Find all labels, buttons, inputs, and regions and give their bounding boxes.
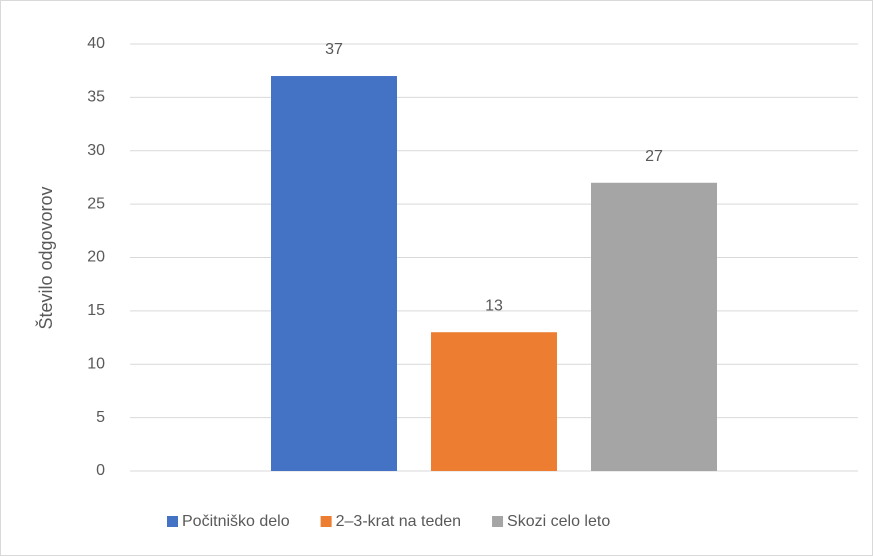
y-axis-label: Število odgovorov [35,186,56,329]
bar [271,76,397,472]
y-tick-label: 5 [96,409,105,426]
y-tick-label: 35 [87,89,105,106]
y-tick-label: 0 [96,462,105,479]
data-label: 37 [325,41,343,58]
y-tick-label: 25 [87,195,105,212]
y-tick-label: 30 [87,142,105,159]
y-tick-label: 40 [87,35,105,52]
y-tick-label: 20 [87,249,105,266]
legend-swatch [492,516,504,527]
legend-label: Počitniško delo [182,513,290,530]
legend-swatch [167,516,178,527]
bar [591,182,717,471]
data-label: 13 [485,297,503,314]
data-label: 27 [645,148,663,165]
y-tick-label: 15 [87,302,105,319]
y-tick-label: 10 [87,355,105,372]
bar [431,332,557,471]
legend-swatch [320,516,332,527]
legend-label: Skozi celo leto [507,513,610,530]
legend-label: 2–3-krat na teden [336,513,461,530]
